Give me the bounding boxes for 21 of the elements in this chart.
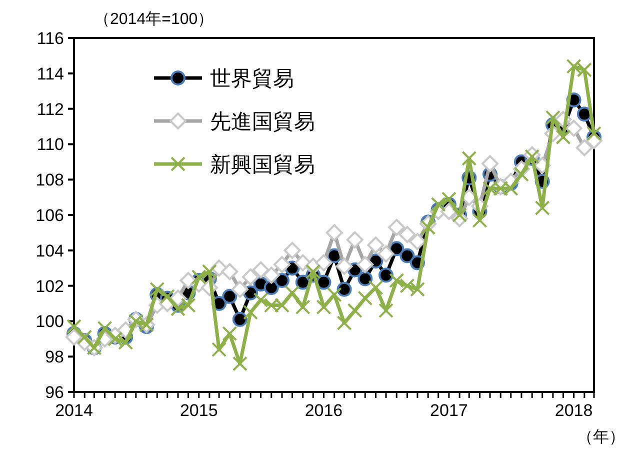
y-tick-label: 114 [36,64,64,84]
y-axis-title: （2014年=100） [94,11,214,28]
x-tick-label: 2018 [554,401,593,420]
y-tick-label: 96 [45,382,64,402]
x-axis-title: （年） [577,429,625,446]
x-tick-label: 2015 [180,401,218,420]
y-tick-label: 100 [36,312,64,332]
y-tick-label: 112 [36,100,64,119]
y-tick-label: 108 [36,170,64,190]
legend-label: 世界貿易 [210,67,294,90]
legend-label: 新興国貿易 [210,153,315,176]
y-tick-label: 104 [36,241,64,260]
y-tick-label: 102 [36,276,64,296]
y-tick-label: 110 [36,135,64,154]
y-tick-label: 116 [36,28,64,48]
x-tick-label: 2014 [55,401,93,420]
y-tick-label: 98 [45,348,64,367]
x-tick-label: 2016 [304,401,343,420]
legend-label: 先進国貿易 [210,110,315,134]
x-tick-label: 2017 [430,401,468,420]
y-tick-label: 106 [36,206,64,225]
